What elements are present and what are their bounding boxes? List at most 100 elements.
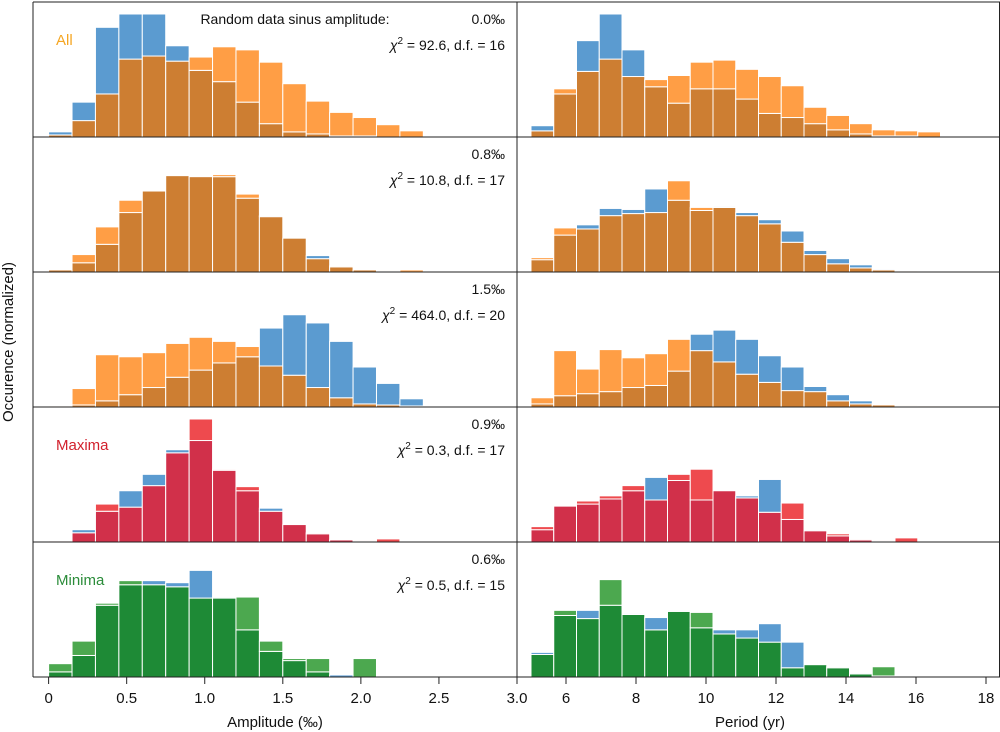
- row1-period-overlap-bar-11: [780, 117, 805, 138]
- row5-amplitude-overlap-bar-7: [212, 597, 237, 678]
- row4-period-overlap-bar-9: [735, 497, 759, 543]
- row3-period-overlap-bar-11: [780, 390, 805, 408]
- row5-chi-square: χ2 = 0.5, d.f. = 15: [396, 576, 506, 593]
- row4-amplitude-random-bar-1: [71, 529, 96, 534]
- row2-period-random-bar-4: [621, 208, 646, 215]
- row3-amplitude-overlap-bar-8: [235, 356, 260, 408]
- histogram-bars: [48, 13, 941, 678]
- row3-period-observed-bar-0: [530, 397, 555, 405]
- row2-period-random-bar-9: [735, 212, 759, 217]
- row3-period-overlap-bar-8: [712, 361, 737, 408]
- row4-amplitude-observed-bar-6: [188, 418, 214, 442]
- row4-amplitude-overlap-bar-1: [71, 532, 96, 543]
- row5-amplitude-observed-bar-11: [305, 658, 331, 673]
- row3-period-overlap-bar-2: [576, 393, 600, 408]
- row2-amplitude-random-bar-11: [305, 255, 331, 260]
- row1-amplitude-observed-bar-12: [329, 111, 354, 137]
- row2-period-overlap-bar-4: [621, 213, 646, 273]
- row-label-maxima: Maxima: [56, 437, 109, 454]
- row4-period-overlap-bar-8: [712, 490, 737, 543]
- row4-amplitude-overlap-bar-8: [235, 490, 260, 543]
- row3-amplitude-overlap-bar-4: [141, 387, 167, 408]
- row3-amplitude-overlap-bar-3: [118, 394, 143, 408]
- row4-amplitude-overlap-bar-10: [282, 524, 307, 543]
- row3-amplitude-random-bar-10: [282, 314, 307, 376]
- row5-amplitude-observed-bar-2: [94, 602, 120, 606]
- row1-period-observed-bar-13: [826, 114, 850, 131]
- row1-period-overlap-bar-13: [826, 129, 850, 138]
- row4-period-observed-bar-2: [576, 500, 600, 505]
- row1-period-random-bar-3: [598, 13, 623, 60]
- row2-period-observed-bar-7: [689, 206, 714, 212]
- row1-period-overlap-bar-8: [712, 88, 737, 138]
- row1-period-observed-bar-15: [871, 129, 896, 137]
- row3-amplitude-random-bar-11: [305, 322, 331, 389]
- row1-period-observed-bar-11: [780, 85, 805, 119]
- row2-amplitude-observed-bar-2: [94, 226, 120, 245]
- row1-amplitude-overlap-bar-2: [94, 93, 120, 138]
- panel-annotations: 0.0‰ χ2 = 92.6, d.f. = 16 All 0.8‰ χ2 = 10.8…: [56, 11, 505, 593]
- row1-amplitude-random-bar-4: [141, 13, 167, 57]
- row2-amplitude-overlap-bar-11: [305, 258, 331, 273]
- row1-period-observed-bar-14: [849, 123, 873, 135]
- row5-amplitude-observed-bar-9: [258, 640, 284, 652]
- row1-period-overlap-bar-7: [689, 88, 714, 138]
- row3-amplitude-observed-bar-2: [94, 354, 120, 402]
- row2-amplitude-observed-bar-8: [235, 193, 260, 199]
- row3-period-random-bar-11: [780, 366, 805, 392]
- row4-period-observed-bar-16: [894, 537, 919, 543]
- row1-period-observed-bar-17: [917, 131, 941, 138]
- row5-amplitude-observed-bar-8: [235, 596, 260, 631]
- row2-period-overlap-bar-10: [758, 223, 782, 273]
- row2-period-overlap-bar-11: [780, 241, 805, 273]
- axis-ticks: 0 0.5 1.0 1.5 2.0 2.5 3.0 6 8 10 12 14 16 18: [44, 677, 994, 707]
- row5-period-overlap-bar-10: [758, 641, 782, 678]
- row1-amplitude-observed-bar-9: [258, 61, 284, 125]
- y-axis-label: Occurence (normalized): [0, 262, 17, 422]
- row3-period-overlap-bar-3: [598, 391, 623, 408]
- row4-amplitude-overlap-bar-6: [188, 440, 214, 543]
- row3-period-overlap-bar-10: [758, 381, 782, 408]
- row4-amplitude-value: 0.9‰: [472, 416, 505, 432]
- row1-period-observed-bar-10: [758, 76, 782, 114]
- row1-period-overlap-bar-1: [553, 93, 577, 138]
- row2-amplitude-observed-bar-3: [118, 199, 143, 214]
- row3-amplitude-observed-bar-7: [212, 340, 237, 364]
- period-tick-label: 18: [978, 690, 995, 707]
- amplitude-tick-label: 2.5: [429, 690, 450, 707]
- row3-amplitude-observed-bar-5: [165, 342, 190, 378]
- row4-period-overlap-bar-1: [553, 505, 577, 543]
- row1-amplitude-random-bar-5: [165, 45, 190, 62]
- row4-period-observed-bar-14: [849, 538, 873, 541]
- row2-period-observed-bar-6: [667, 180, 691, 201]
- period-tick-label: 12: [768, 690, 785, 707]
- row1-amplitude-value: 0.0‰: [472, 11, 505, 27]
- row4-period-overlap-bar-6: [667, 480, 691, 543]
- row4-amplitude-observed-bar-13: [352, 539, 377, 542]
- row3-amplitude-random-bar-14: [375, 382, 401, 406]
- row5-amplitude-observed-bar-10: [282, 658, 307, 662]
- row1-period-overlap-bar-12: [803, 123, 828, 138]
- row1-period-overlap-bar-3: [598, 58, 623, 138]
- row1-period-random-bar-2: [576, 40, 600, 72]
- row5-period-overlap-bar-6: [667, 610, 691, 678]
- row3-amplitude-overlap-bar-10: [282, 374, 307, 408]
- row3-period-observed-bar-4: [621, 357, 646, 389]
- row5-period-observed-bar-13: [826, 666, 850, 669]
- row1-amplitude-overlap-bar-10: [282, 131, 307, 138]
- chart-title: Random data sinus amplitude:: [200, 11, 389, 27]
- row2-period-random-bar-10: [758, 219, 782, 225]
- row2-period-random-bar-13: [826, 258, 850, 265]
- row4-period-observed-bar-4: [621, 485, 646, 492]
- row2-amplitude-overlap-bar-12: [329, 266, 354, 273]
- row-label-all: All: [56, 32, 73, 49]
- row1-amplitude-random-bar-3: [118, 13, 143, 60]
- row3-period-observed-bar-5: [644, 353, 668, 386]
- row2-period-random-bar-15: [871, 268, 896, 271]
- amplitude-tick-label: 1.0: [194, 690, 215, 707]
- row1-amplitude-overlap-bar-7: [212, 81, 237, 138]
- row3-chi-square: χ2 = 464.0, d.f. = 20: [380, 306, 505, 323]
- row1-period-observed-bar-5: [644, 79, 668, 88]
- row2-amplitude-overlap-bar-6: [188, 176, 214, 273]
- row5-period-overlap-bar-5: [644, 629, 668, 678]
